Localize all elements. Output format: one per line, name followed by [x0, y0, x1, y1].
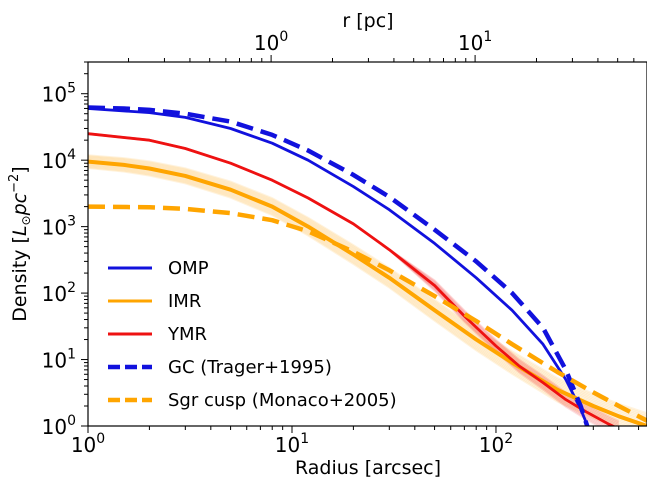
x-tick-label: 100 [71, 431, 105, 457]
y-tick-label: 104 [42, 147, 76, 173]
legend-label: IMR [168, 291, 201, 312]
legend: OMP IMR YMR GC (Trager+1995) Sgr cusp (Monac… [108, 258, 397, 411]
y-tick-label: 100 [42, 413, 76, 439]
y-tick-label: 102 [42, 280, 76, 306]
legend-label: GC (Trager+1995) [168, 357, 332, 378]
top-x-tick-label: 101 [458, 29, 492, 55]
band-imr-11 [88, 157, 647, 421]
band-imr-12 [88, 156, 647, 420]
top-x-tick-label: 100 [254, 29, 288, 55]
legend-label: Sgr cusp (Monaco+2005) [168, 390, 397, 411]
x-tick-label: 102 [479, 431, 513, 457]
series-line-omp [88, 107, 590, 426]
legend-label: OMP [168, 258, 209, 279]
band-imr-4 [88, 163, 633, 426]
plot-frame [87, 61, 647, 427]
top-x-axis-title: r [pc] [342, 10, 393, 32]
axis-tick-labels: 100 101 102 100 101 100 101 102 103 104 105 [42, 29, 514, 457]
series-line-sgr-cusp-monaco-2005 [88, 204, 647, 423]
legend-label: YMR [167, 324, 207, 345]
x-tick-label: 101 [275, 431, 309, 457]
band-imr-1 [88, 166, 619, 426]
y-axis-title: Density [L⊙pc−2] [7, 166, 33, 321]
series-lines [88, 105, 647, 426]
series-line-imr [88, 159, 647, 426]
band-imr-10 [88, 158, 647, 423]
band-imr-0 [88, 167, 615, 426]
y-tick-label: 103 [42, 214, 76, 240]
y-tick-label: 101 [42, 347, 76, 373]
band-imr-5 [88, 162, 638, 426]
x-axis-title: Radius [arcsec] [295, 457, 441, 479]
y-tick-label: 105 [42, 81, 76, 107]
band-imr-15 [88, 154, 647, 415]
series-line-ymr [88, 132, 616, 426]
axis-ticks [81, 55, 640, 433]
